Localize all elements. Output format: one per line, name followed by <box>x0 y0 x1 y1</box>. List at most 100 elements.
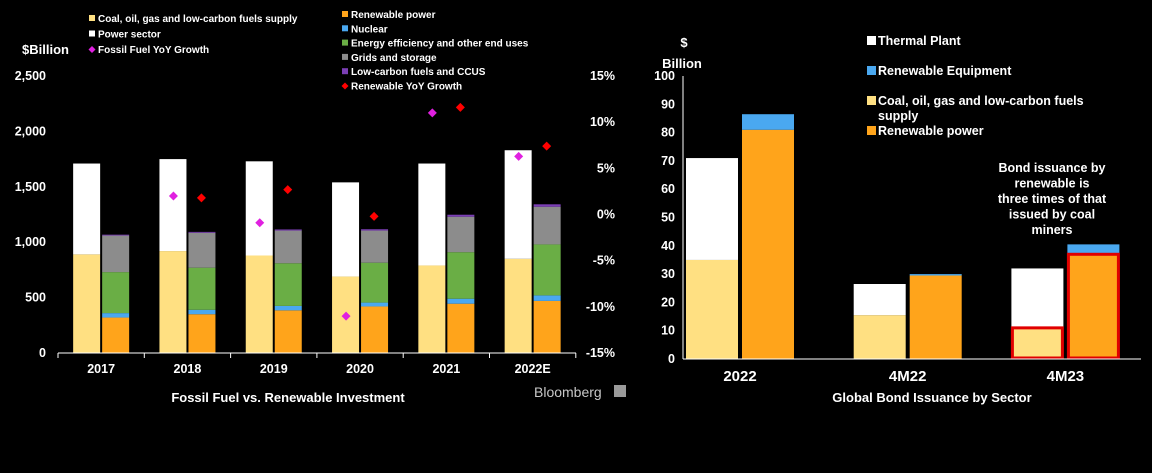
point-fossil-fuel-yoy-growth-2021 <box>427 108 437 118</box>
bar-renewable-equipment-2022 <box>742 114 794 130</box>
y-tick-label: 60 <box>661 182 675 196</box>
bar-renewable-power-2018 <box>188 314 216 353</box>
bloomberg-wordmark: Bloomberg <box>534 384 602 400</box>
point-renewable-yoy-growth-2019 <box>283 185 293 195</box>
right-chart: $ Billion Thermal Plant Renewable Equipme… <box>654 34 1141 405</box>
legend-label: Renewable YoY Growth <box>351 82 462 93</box>
annotation-line: renewable is <box>1014 177 1089 191</box>
point-fossil-fuel-yoy-growth-2020 <box>341 311 351 321</box>
legend-label: Coal, oil, gas and low-carbon fuels supp… <box>98 14 298 25</box>
left-bars <box>73 150 561 353</box>
bar-power-sector-2021 <box>418 163 446 266</box>
legend-swatch <box>867 126 876 135</box>
legend-label: Energy efficiency and other end uses <box>351 39 529 50</box>
y-tick-label: 40 <box>661 239 675 253</box>
legend-item-energy-efficiency-and-other-end-uses: Energy efficiency and other end uses <box>342 39 529 50</box>
legend-swatch <box>88 46 96 53</box>
y2-tick-label: 15% <box>590 69 615 83</box>
bar-renewable-power-2022e <box>533 300 561 353</box>
annotation-line: issued by coal <box>1009 208 1095 222</box>
legend-swatch <box>341 82 349 90</box>
bar-coal-oil-gas-and-low-carbon-fuels-supply-2021 <box>418 265 446 353</box>
y-tick-label: 30 <box>661 267 675 281</box>
x-tick-label-2022: 2022 <box>723 368 756 385</box>
bar-energy-efficiency-and-other-end-uses-2018 <box>188 267 216 310</box>
legend-swatch <box>89 15 95 21</box>
bar-thermal-plant-4m22 <box>853 284 906 316</box>
bar-low-carbon-fuels-and-ccus-2020 <box>361 229 389 231</box>
bar-renewable-power-2020 <box>361 306 389 353</box>
bar-power-sector-2018 <box>159 159 187 252</box>
legend-swatch <box>342 68 348 75</box>
right-legend: Thermal Plant Renewable Equipment Coal, oi… <box>867 34 1084 138</box>
bar-thermal-plant-2022 <box>686 158 738 260</box>
y-tick-label: 2,000 <box>15 124 46 138</box>
point-fossil-fuel-yoy-growth-2019 <box>255 218 265 228</box>
legend-item-renewable-yoy-growth: Renewable YoY Growth <box>341 82 462 93</box>
bar-nuclear-2021 <box>447 298 475 304</box>
bar-power-sector-2017 <box>73 163 101 255</box>
y-tick-label: 2,500 <box>15 69 46 83</box>
annotation-line: Bond issuance by <box>999 161 1106 175</box>
legend-label: Power sector <box>98 30 161 41</box>
bar-renewable-power-2021 <box>447 303 475 353</box>
legend-item-thermal-plant: Thermal Plant <box>867 34 961 48</box>
bar-renewable-power-4m22 <box>909 275 962 359</box>
bar-renewable-power-4m23 <box>1067 254 1120 359</box>
y-tick-label: 10 <box>661 324 675 338</box>
bar-low-carbon-fuels-and-ccus-2018 <box>188 231 216 233</box>
bar-energy-efficiency-and-other-end-uses-2019 <box>274 263 302 306</box>
legend-label: Renewable power <box>351 10 436 21</box>
legend-label: Renewable power <box>878 124 984 138</box>
bloomberg-logo: Bloomberg <box>534 384 626 400</box>
left-chart-title: Fossil Fuel vs. Renewable Investment <box>171 390 405 405</box>
legend-item-coal-oil-gas-and-low-carbon-fuels: Coal, oil, gas and low-carbon fuelssuppl… <box>867 94 1084 123</box>
point-renewable-yoy-growth-2022e <box>542 141 552 151</box>
legend-item-power-sector: Power sector <box>89 30 161 41</box>
y-tick-label: 0 <box>668 352 675 366</box>
right-bars <box>686 114 1120 359</box>
bar-grids-and-storage-2017 <box>102 235 130 273</box>
legend-swatch <box>342 53 348 60</box>
legend-swatch <box>89 30 95 37</box>
bar-nuclear-2018 <box>188 309 216 315</box>
bar-renewable-power-2017 <box>102 317 130 353</box>
y-tick-label: 500 <box>25 291 46 305</box>
left-chart: $Billion Coal, oil, gas and low-carbon f… <box>15 10 626 405</box>
right-y-axis-unit-top: $ <box>680 35 688 50</box>
bar-renewable-power-2019 <box>274 310 302 353</box>
bar-thermal-plant-4m23 <box>1011 268 1064 328</box>
legend-item-nuclear: Nuclear <box>342 24 388 35</box>
bar-grids-and-storage-2018 <box>188 232 216 268</box>
right-y-axis: 0 10 20 30 40 50 60 70 80 90 100 <box>654 69 675 366</box>
bar-energy-efficiency-and-other-end-uses-2020 <box>361 262 389 303</box>
bar-nuclear-2017 <box>102 313 130 318</box>
legend-label: Renewable Equipment <box>878 64 1012 78</box>
x-tick-label-2019: 2019 <box>260 362 288 376</box>
bar-low-carbon-fuels-and-ccus-2019 <box>274 229 302 231</box>
y2-tick-label: 0% <box>597 208 615 222</box>
point-renewable-yoy-growth-2020 <box>369 211 379 221</box>
right-chart-title: Global Bond Issuance by Sector <box>832 390 1031 405</box>
bar-nuclear-2019 <box>274 305 302 311</box>
bar-coal-oil-gas-and-low-carbon-fuels-supply-2022 <box>686 259 738 359</box>
bar-renewable-equipment-4m22 <box>909 274 962 276</box>
y2-tick-label: -15% <box>586 346 615 360</box>
point-renewable-yoy-growth-2021 <box>455 102 465 112</box>
y2-tick-label: -10% <box>586 300 615 314</box>
legend-item-coal-oil-gas-and-low-carbon-fuels-supply: Coal, oil, gas and low-carbon fuels supp… <box>89 14 298 25</box>
y2-tick-label: 5% <box>597 161 615 175</box>
y-tick-label: 20 <box>661 295 675 309</box>
right-x-axis: 2022 4M22 4M23 <box>723 368 1084 385</box>
left-growth-points <box>168 102 552 321</box>
bar-nuclear-2022e <box>533 295 561 301</box>
y-tick-label: 70 <box>661 154 675 168</box>
highlight-box-coal-4m23 <box>1010 326 1064 360</box>
legend-swatch <box>867 96 876 105</box>
bar-coal-oil-gas-and-low-carbon-fuels-supply-2018 <box>159 251 187 353</box>
bar-low-carbon-fuels-and-ccus-2021 <box>447 214 475 217</box>
y2-tick-label: 10% <box>590 115 615 129</box>
bloomberg-mark-icon <box>614 385 626 397</box>
